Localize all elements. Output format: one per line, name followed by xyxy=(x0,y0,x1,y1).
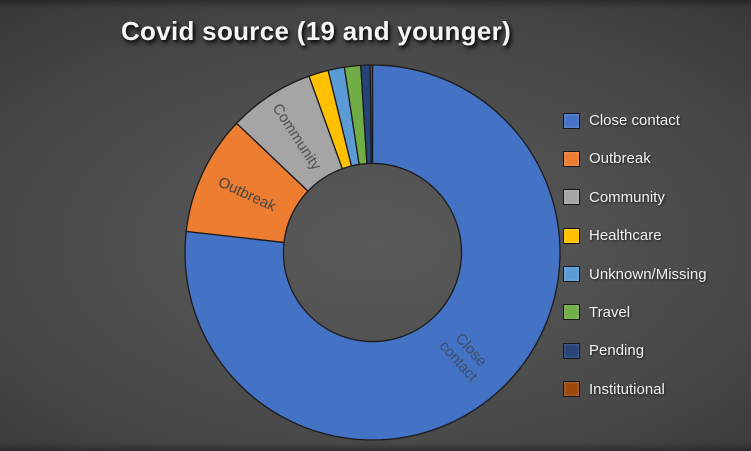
legend-label: Community xyxy=(589,188,665,206)
legend-item-pending[interactable]: Pending xyxy=(563,342,707,360)
legend-item-travel[interactable]: Travel xyxy=(563,303,707,321)
legend-swatch-unknown-missing xyxy=(563,266,580,283)
legend-swatch-pending xyxy=(563,342,580,359)
legend-swatch-travel xyxy=(563,304,580,321)
chart-title: Covid source (19 and younger) xyxy=(120,16,512,46)
legend-item-healthcare[interactable]: Healthcare xyxy=(563,227,707,245)
pie-slice-institutional[interactable] xyxy=(369,64,374,165)
legend-swatch-institutional xyxy=(563,381,580,398)
legend-item-community[interactable]: Community xyxy=(563,188,707,206)
legend-label: Pending xyxy=(589,342,645,360)
pie-slice-close-contact[interactable] xyxy=(184,64,561,441)
legend-label: Healthcare xyxy=(589,227,662,245)
legend-label: Unknown/Missing xyxy=(589,265,707,283)
legend-item-unknown-missing[interactable]: Unknown/Missing xyxy=(563,265,707,283)
legend-label: Travel xyxy=(589,303,631,321)
legend: Close contact Outbreak Community Healthcare… xyxy=(563,112,707,398)
legend-item-close-contact[interactable]: Close contact xyxy=(563,112,707,129)
legend-swatch-outbreak xyxy=(563,150,580,167)
legend-label: Outbreak xyxy=(589,150,651,168)
legend-swatch-close-contact xyxy=(563,112,580,129)
legend-label: Close contact xyxy=(589,112,680,129)
legend-label: Institutional xyxy=(589,380,665,398)
legend-swatch-community xyxy=(563,189,580,206)
legend-swatch-healthcare xyxy=(563,227,580,244)
legend-item-institutional[interactable]: Institutional xyxy=(563,380,707,398)
legend-item-outbreak[interactable]: Outbreak xyxy=(563,150,707,168)
